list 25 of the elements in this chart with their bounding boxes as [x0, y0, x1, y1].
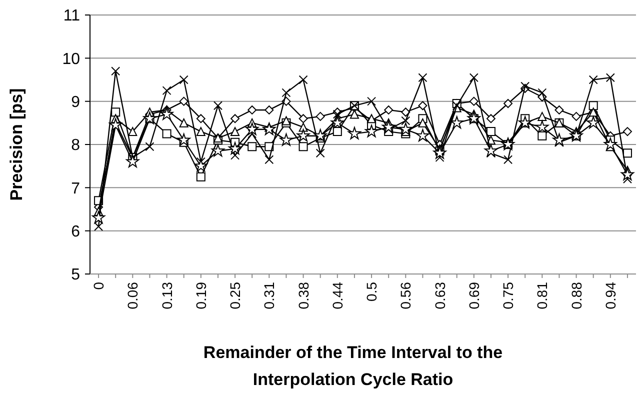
y-tick-label: 6: [71, 223, 80, 240]
x-tick-label: 0.19: [192, 282, 209, 310]
x-tick-label: 0.25: [227, 282, 244, 310]
x-tick-label: 0.94: [602, 282, 618, 310]
y-tick-label: 8: [71, 137, 80, 154]
x-axis-title: Remainder of the Time Interval to the Interpolation Cycle Ratio: [203, 343, 503, 389]
y-tick-label: 9: [71, 94, 80, 111]
y-tick-label: 11: [63, 8, 80, 25]
x-tick-label: 0.75: [500, 282, 516, 310]
y-tick-label: 10: [62, 50, 80, 68]
x-tick-label: 0.88: [568, 282, 584, 310]
y-axis-title: Precision [ps]: [7, 88, 26, 201]
x-tick-label: 0.56: [398, 282, 414, 310]
x-tick-label: 0.5: [364, 282, 380, 302]
x-tick-label: 0.44: [329, 282, 346, 310]
x-tick-label: 0.69: [466, 282, 482, 310]
x-tick-label: 0.63: [432, 282, 448, 310]
x-tick-label: 0.81: [534, 282, 550, 310]
x-tick-label: 0.13: [158, 282, 175, 310]
x-tick-label: 0.06: [124, 282, 141, 310]
y-tick-label: 5: [71, 266, 80, 284]
x-tick-label: 0.38: [295, 282, 312, 310]
x-tick-label: 0: [90, 282, 107, 290]
x-tick-label: 0.31: [261, 282, 278, 310]
y-tick-label: 7: [71, 180, 80, 198]
